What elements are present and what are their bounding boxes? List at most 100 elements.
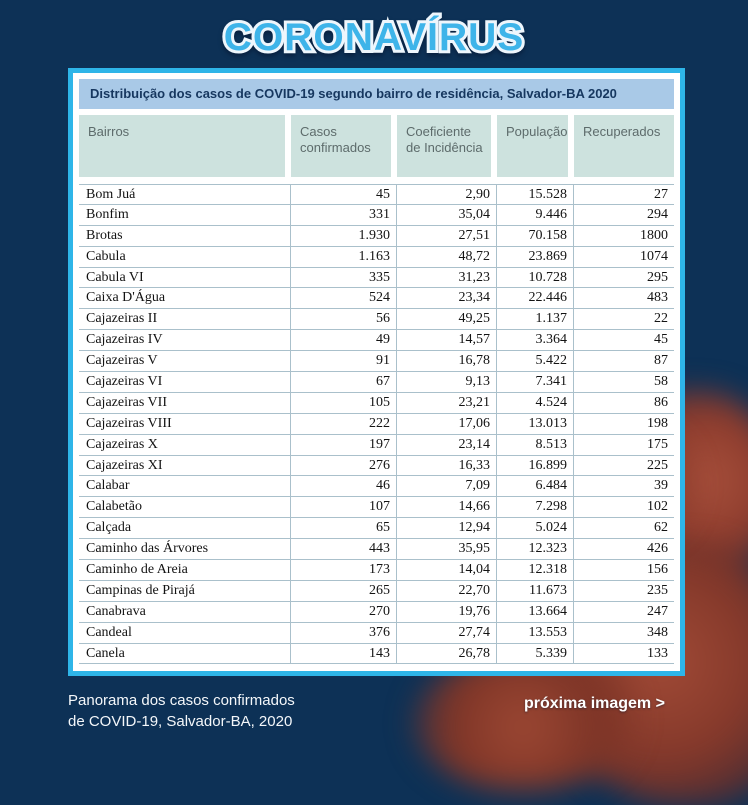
cell-bairro: Cajazeiras VII <box>79 392 291 413</box>
cell-value: 27 <box>654 187 668 202</box>
cell-bairro: Canela <box>79 643 291 664</box>
cell-value: 49,25 <box>397 309 497 330</box>
cell-value: 175 <box>647 436 668 452</box>
cell-value: 7,09 <box>397 476 497 497</box>
cell-value: 87 <box>654 353 668 369</box>
cell-value: 295 <box>647 269 668 285</box>
cell-value: 4.524 <box>497 392 574 413</box>
cell-value: 107 <box>291 497 397 518</box>
cell-value: 62 <box>654 520 668 536</box>
cell-bairro: Caminho de Areia <box>79 560 291 580</box>
page-title-text: CORONAVÍRUS <box>224 16 525 60</box>
cell-value: 247 <box>647 603 668 619</box>
cell-value: 13.013 <box>497 413 574 434</box>
cell-value: 65 <box>291 518 397 539</box>
cell-value: 7.298 <box>497 497 574 518</box>
cell-value: 15.528 <box>497 185 574 204</box>
cell-value: 9.446 <box>497 204 574 225</box>
cell-value: 5.339 <box>497 643 574 664</box>
cell-value: 331 <box>291 204 397 225</box>
covid-table-card: Distribuição dos casos de COVID-19 segun… <box>68 68 685 676</box>
cell-bairro: Cajazeiras VIII <box>79 413 291 434</box>
cell-value: 23.869 <box>497 246 574 267</box>
cell-value: 31,23 <box>397 267 497 288</box>
cell-value: 23,34 <box>397 288 497 309</box>
cell-value: 1.930 <box>291 225 397 246</box>
cell-value: 376 <box>291 622 397 643</box>
cell-value: 14,04 <box>397 560 497 580</box>
cell-value: 12,94 <box>397 518 497 539</box>
footer-caption: Panorama dos casos confirmados de COVID-… <box>68 690 295 732</box>
page-title: CORONAVÍRUS <box>0 16 748 60</box>
column-header-recuperados: Recuperados <box>574 115 674 177</box>
cell-value: 22.446 <box>497 288 574 309</box>
cell-bairro: Brotas <box>79 225 291 246</box>
cell-value: 1.163 <box>291 246 397 267</box>
table-row: Bom Juá 45 2,90 15.528 27 <box>79 184 674 205</box>
cell-value: 1.137 <box>497 309 574 330</box>
cell-bairro: Cajazeiras V <box>79 351 291 372</box>
cell-value: 45 <box>654 332 668 348</box>
table-row: Candeal 376 27,74 13.553 348 <box>79 622 674 644</box>
cell-value: 23,21 <box>397 392 497 413</box>
cell-value: 7.341 <box>497 372 574 392</box>
table-row: Canabrava 270 19,76 13.664 247 <box>79 601 674 623</box>
cell-value: 48,72 <box>397 246 497 267</box>
table-row: Cajazeiras IV 49 14,57 3.364 45 <box>79 330 674 352</box>
cell-value: 6.484 <box>497 476 574 497</box>
cell-value: 102 <box>647 499 668 515</box>
cell-value: 10.728 <box>497 267 574 288</box>
column-header-casos: Casos confirmados <box>291 115 397 177</box>
cell-value: 35,95 <box>397 539 497 560</box>
cell-value: 58 <box>654 374 668 390</box>
cell-value: 26,78 <box>397 643 497 664</box>
cell-bairro: Cajazeiras II <box>79 309 291 330</box>
cell-value: 270 <box>291 601 397 622</box>
cell-value: 5.024 <box>497 518 574 539</box>
table-row: Calabetão 107 14,66 7.298 102 <box>79 497 674 519</box>
cell-value: 39 <box>654 478 668 494</box>
cell-value: 235 <box>647 582 668 598</box>
cell-value: 335 <box>291 267 397 288</box>
cell-value: 9,13 <box>397 372 497 392</box>
cell-value: 225 <box>647 457 668 473</box>
table-row: Calabar 46 7,09 6.484 39 <box>79 476 674 498</box>
table-row: Cajazeiras VIII 222 17,06 13.013 198 <box>79 413 674 435</box>
cell-value: 483 <box>647 290 668 306</box>
table-row: Canela 143 26,78 5.339 133 <box>79 643 674 665</box>
cell-value: 2,90 <box>397 185 497 204</box>
cell-bairro: Cajazeiras X <box>79 434 291 455</box>
cell-value: 173 <box>291 560 397 580</box>
cell-value: 12.318 <box>497 560 574 580</box>
column-header-coeficiente: Coeficiente de Incidência <box>397 115 497 177</box>
cell-value: 3.364 <box>497 330 574 351</box>
cell-value: 27,74 <box>397 622 497 643</box>
cell-value: 12.323 <box>497 539 574 560</box>
cell-value: 294 <box>647 206 668 222</box>
cell-value: 198 <box>647 415 668 431</box>
cell-value: 1800 <box>640 227 668 243</box>
cell-value: 35,04 <box>397 204 497 225</box>
cell-value: 86 <box>654 394 668 410</box>
cell-bairro: Canabrava <box>79 601 291 622</box>
cell-value: 133 <box>647 645 668 661</box>
cell-bairro: Cabula VI <box>79 267 291 288</box>
cell-bairro: Bonfim <box>79 204 291 225</box>
cell-value: 14,57 <box>397 330 497 351</box>
next-image-link[interactable]: próxima imagem > <box>524 695 665 712</box>
table-row: Bonfim 331 35,04 9.446 294 <box>79 204 674 226</box>
cell-value: 348 <box>647 624 668 640</box>
cell-bairro: Cabula <box>79 246 291 267</box>
cell-value: 11.673 <box>497 580 574 601</box>
cell-bairro: Caixa D'Água <box>79 288 291 309</box>
cell-value: 276 <box>291 455 397 476</box>
cell-value: 46 <box>291 476 397 497</box>
cell-value: 22 <box>654 311 668 327</box>
cell-bairro: Cajazeiras VI <box>79 372 291 392</box>
cell-value: 91 <box>291 351 397 372</box>
cell-value: 156 <box>647 562 668 578</box>
cell-value: 265 <box>291 580 397 601</box>
infographic-page: { "page_title": "CORONAVÍRUS", "table": … <box>0 0 748 748</box>
table-row: Calçada 65 12,94 5.024 62 <box>79 518 674 540</box>
cell-value: 105 <box>291 392 397 413</box>
